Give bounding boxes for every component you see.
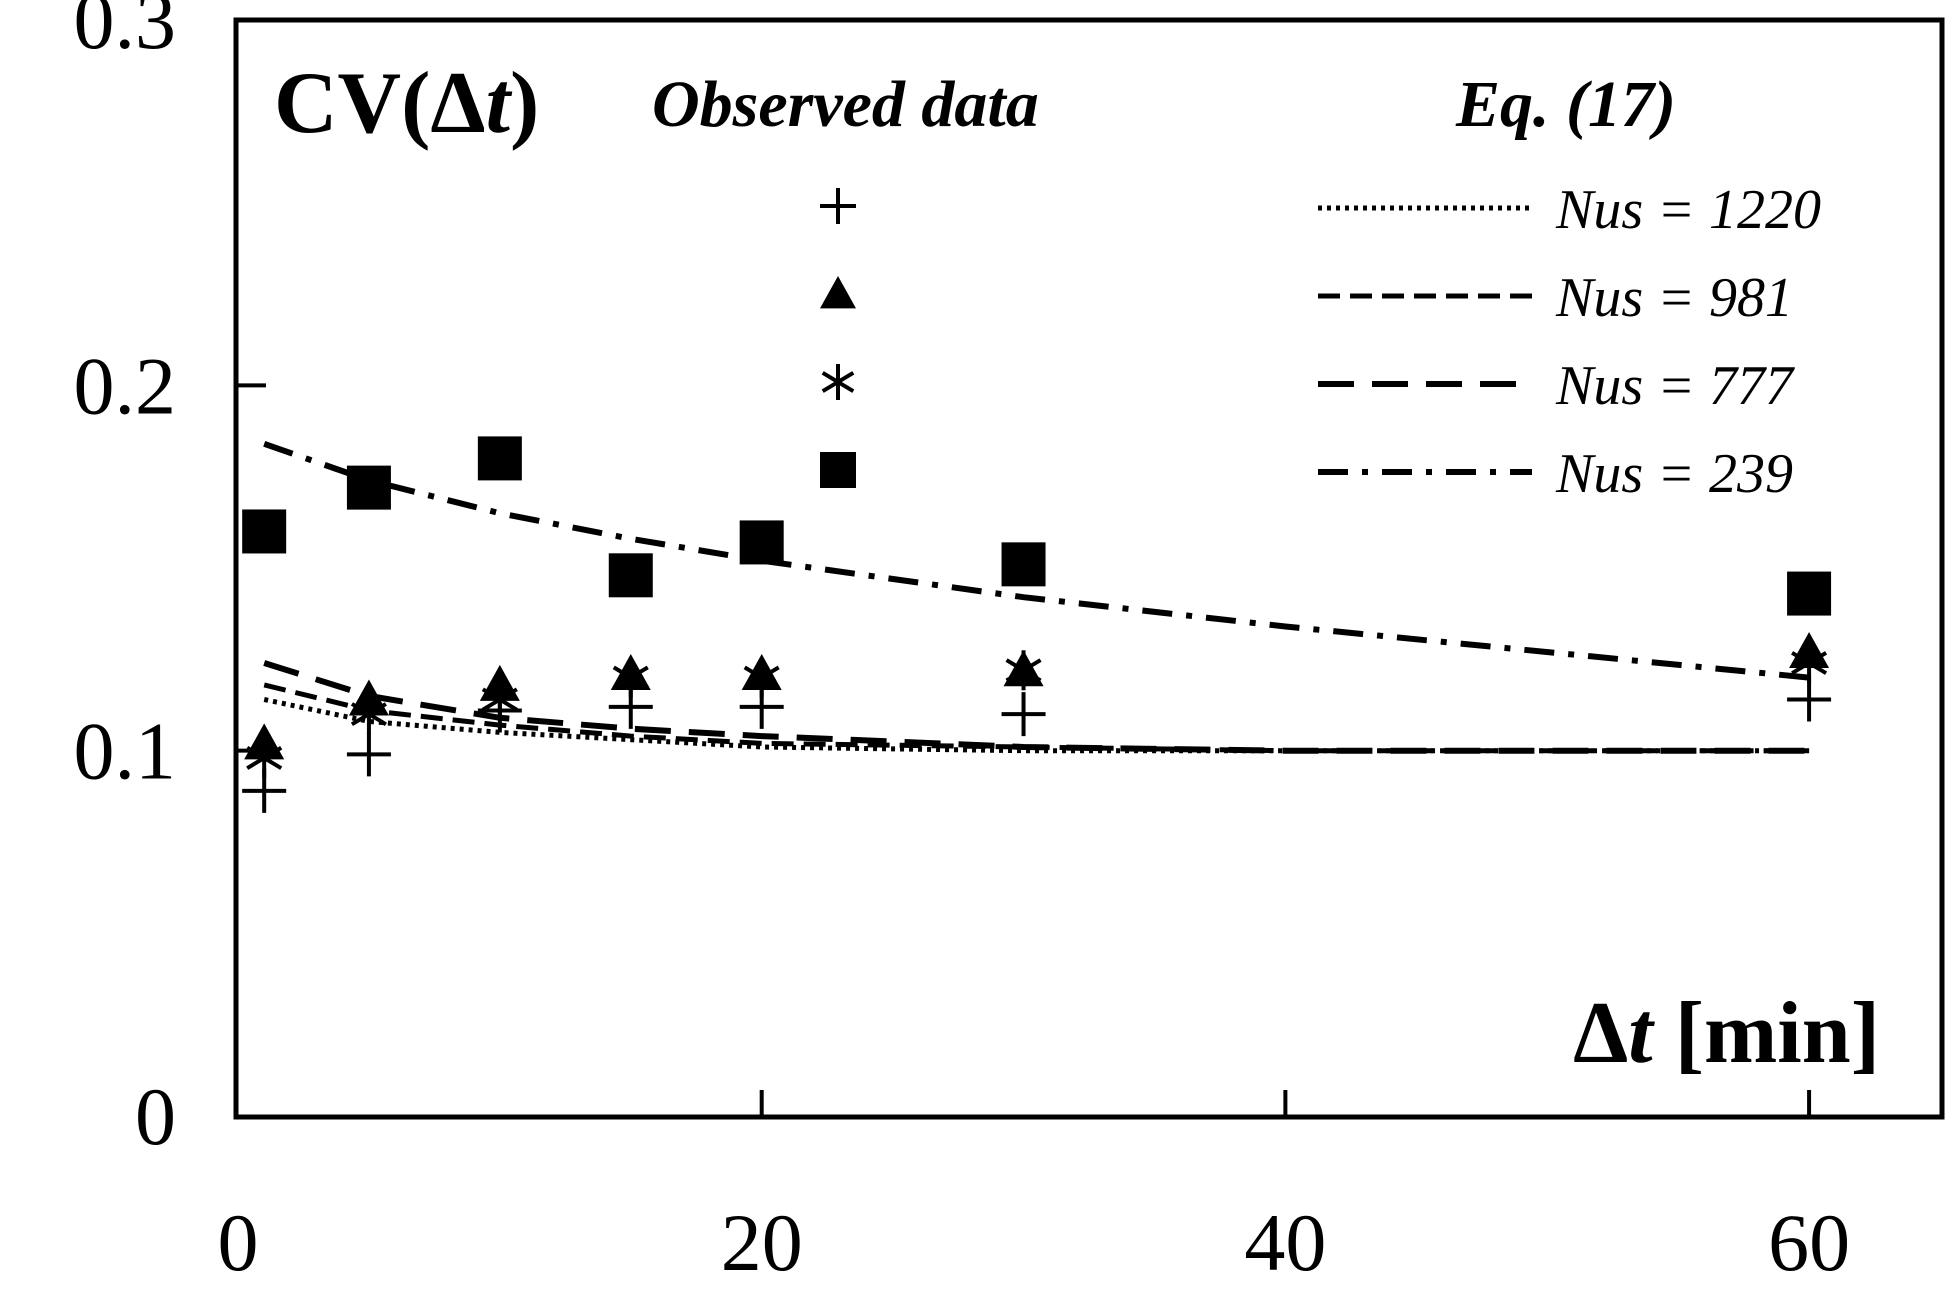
legend-marker-square bbox=[820, 452, 856, 488]
marker-plus bbox=[1787, 677, 1832, 722]
marker-star bbox=[246, 737, 283, 778]
legend-marker-star bbox=[821, 364, 855, 400]
legend: Nus = 1220 Nus = 981 Nus = 777 Nus = 239 bbox=[820, 179, 1821, 505]
marker-square bbox=[608, 553, 653, 598]
model-curve-dashed bbox=[263, 682, 1810, 754]
x-tick-label: 0 bbox=[218, 1197, 259, 1288]
marker-square bbox=[739, 520, 784, 565]
legend-observed-title: Observed data bbox=[652, 68, 1039, 141]
marker-star bbox=[350, 694, 387, 735]
legend-label: Nus = 981 bbox=[1555, 267, 1793, 329]
legend-label: Nus = 1220 bbox=[1555, 179, 1821, 241]
marker-plus bbox=[346, 732, 391, 777]
legend-marker-triangle bbox=[820, 276, 856, 309]
marker-star bbox=[1005, 650, 1042, 691]
y-tick-label: 0.1 bbox=[74, 706, 177, 797]
marker-star bbox=[743, 657, 780, 698]
legend-marker-plus bbox=[820, 188, 856, 224]
legend-label: Nus = 239 bbox=[1555, 443, 1793, 505]
legend-label: Nus = 777 bbox=[1555, 355, 1795, 417]
legend-equation-title: Eq. (17) bbox=[1455, 68, 1676, 141]
marker-square bbox=[1787, 571, 1832, 616]
x-tick-label: 40 bbox=[1244, 1197, 1326, 1288]
model-curve-long-dashed bbox=[263, 660, 1810, 754]
marker-square bbox=[477, 436, 522, 481]
plot-frame bbox=[233, 17, 1945, 1120]
model-curve-dotted bbox=[263, 697, 1810, 754]
y-tick-label: 0.2 bbox=[74, 340, 177, 431]
x-axis-label: Δt [min] bbox=[1573, 985, 1880, 1082]
axis-ticks: 0 20 40 60 0 0.1 0.2 0.3 bbox=[74, 0, 1851, 1288]
marker-square bbox=[1001, 542, 1046, 587]
marker-star bbox=[1791, 642, 1828, 683]
y-tick-label: 0 bbox=[135, 1071, 176, 1162]
y-axis-label: CV(Δt) bbox=[274, 55, 539, 152]
x-tick-label: 20 bbox=[721, 1197, 803, 1288]
marker-square bbox=[242, 509, 287, 554]
marker-square bbox=[346, 465, 391, 510]
observed-markers bbox=[242, 436, 1832, 813]
marker-plus bbox=[1001, 692, 1046, 737]
marker-star bbox=[481, 679, 518, 720]
y-tick-label: 0.3 bbox=[74, 0, 177, 66]
x-tick-label: 60 bbox=[1768, 1197, 1850, 1288]
marker-star bbox=[612, 657, 649, 698]
